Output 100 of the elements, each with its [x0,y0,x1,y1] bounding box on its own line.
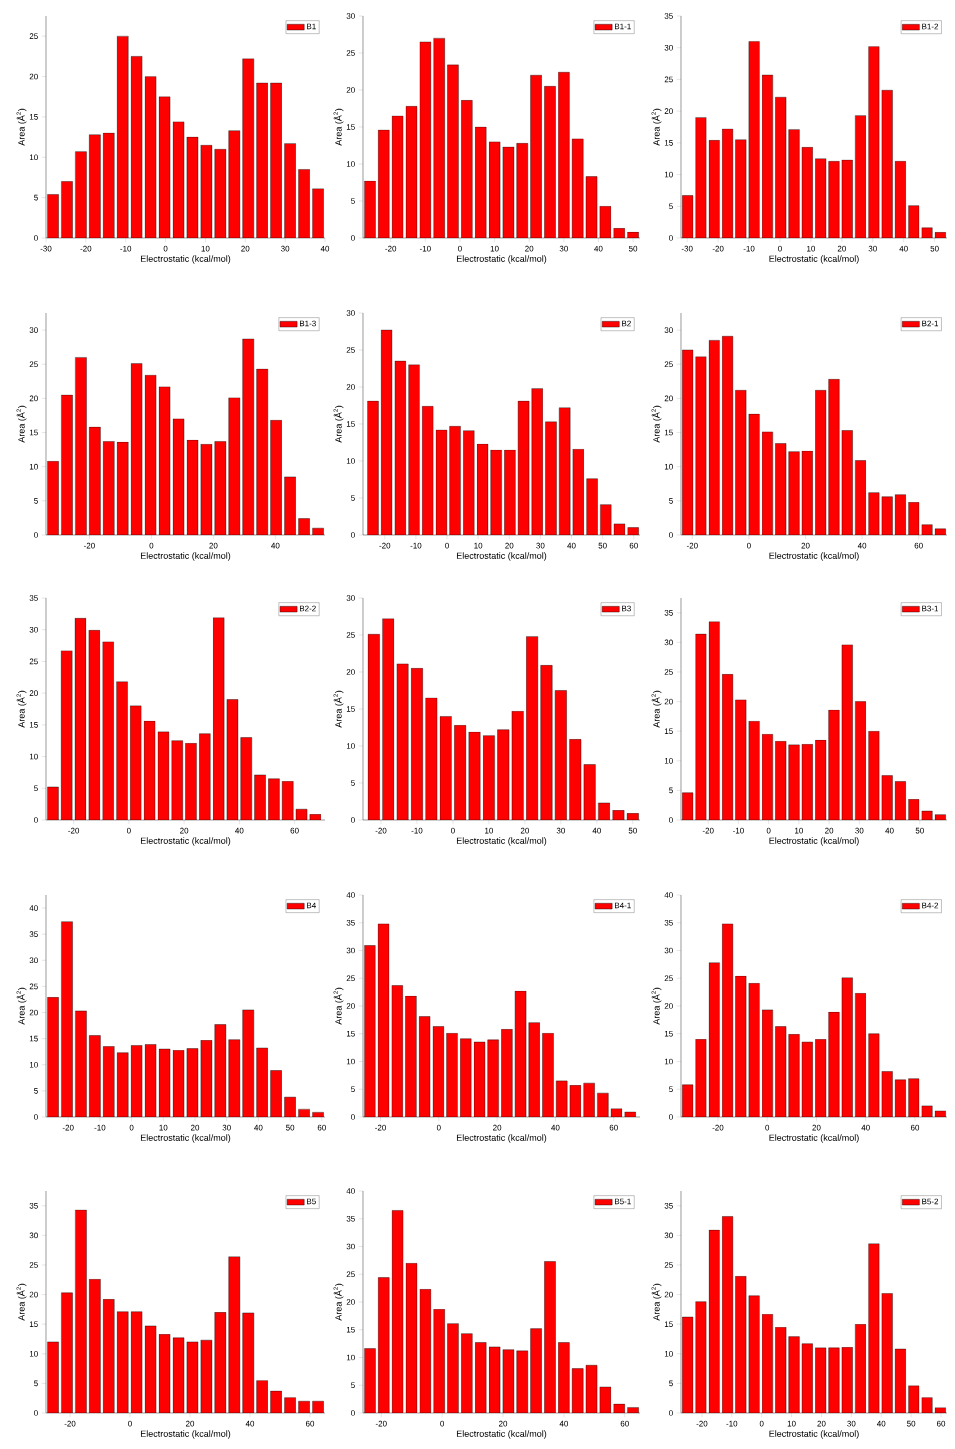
x-tick-label: 30 [855,827,864,834]
y-tick-label: 0 [351,817,355,823]
x-tick-label: 40 [254,1124,263,1131]
x-axis-title: Electrostatic (kcal/mol) [456,255,547,264]
y-tick-label: 25 [346,632,355,638]
x-tick-label: -20 [62,1124,74,1131]
y-tick-label: 10 [664,1058,673,1065]
y-tick-label: 10 [29,154,38,161]
y-tick-label: 5 [351,780,355,786]
x-tick-label: 20 [209,542,218,549]
legend-label: B1-3 [299,320,316,327]
x-tick-label: 60 [609,1124,618,1131]
y-tick-label: 40 [346,892,355,898]
y-tick-label: 15 [29,722,38,728]
y-tick-label: 15 [346,1030,355,1037]
y-tick-label: 10 [29,753,38,760]
x-tick-label: -10 [419,245,431,252]
y-tick-label: 20 [664,698,673,705]
x-tick-label: 20 [801,542,810,549]
y-tick-label: 30 [346,947,355,954]
y-tick-label: 0 [34,1114,38,1120]
y-tick-label: 15 [664,1030,673,1037]
y-tick-label: 35 [29,931,38,937]
y-tick-label: 25 [664,76,673,83]
x-tick-label: 20 [520,827,530,834]
legend-label: B2 [622,320,631,327]
x-tick-label: 40 [899,245,908,252]
y-tick-label: 30 [346,13,355,19]
x-tick-label: 20 [180,827,189,834]
x-tick-label: 20 [493,1124,502,1131]
x-tick-label: 60 [936,1420,946,1427]
x-tick-label: 40 [885,827,894,834]
x-tick-label: 0 [128,1420,132,1427]
x-tick-label: -10 [94,1124,106,1131]
x-tick-label: 20 [498,1420,508,1427]
x-axis-title: Electrostatic (kcal/mol) [456,837,547,846]
x-tick-label: 10 [807,245,816,252]
x-tick-label: 40 [857,542,867,549]
x-tick-label: 30 [222,1124,231,1131]
x-tick-label: 60 [317,1124,326,1131]
x-tick-label: 60 [910,1124,920,1131]
legend-label: B4-2 [922,902,939,909]
legend-label: B5 [307,1198,316,1205]
x-tick-label: 20 [817,1420,826,1427]
x-tick-label: 40 [861,1124,870,1131]
x-tick-label: -20 [83,542,95,549]
x-tick-label: 30 [868,245,877,252]
x-tick-label: 30 [536,542,545,549]
y-tick-label: 20 [664,395,673,402]
x-axis-title: Electrostatic (kcal/mol) [769,1134,859,1143]
x-tick-label: 10 [490,245,499,252]
x-tick-label: 40 [551,1124,560,1131]
y-tick-label: 20 [346,669,355,675]
x-axis-title: Electrostatic (kcal/mol) [140,255,231,264]
y-tick-label: 35 [664,919,673,926]
x-tick-label: 40 [567,542,576,549]
y-tick-label: 35 [664,1202,673,1209]
x-tick-label: 10 [485,827,494,834]
x-tick-label: 0 [163,245,168,252]
legend-label: B3 [622,605,631,612]
x-tick-label: 30 [559,245,568,252]
y-tick-label: 30 [664,639,673,646]
y-tick-label: 25 [29,361,38,368]
x-axis-title: Electrostatic (kcal/mol) [769,552,859,561]
legend-label: B1-1 [615,23,631,30]
x-tick-label: 50 [598,542,607,549]
x-tick-label: -20 [68,827,80,834]
y-tick-label: 0 [34,235,38,241]
y-tick-label: 0 [351,235,355,241]
y-axis-title: Area (Å$^{2}$) [333,108,344,146]
y-tick-label: 10 [346,1058,355,1065]
x-axis-title: Electrostatic (kcal/mol) [140,837,231,846]
y-tick-label: 15 [664,140,673,146]
x-tick-label: 0 [458,245,462,252]
y-tick-label: 5 [351,198,355,204]
y-tick-label: 35 [29,1202,38,1209]
x-tick-label: -30 [681,245,693,252]
x-tick-label: 20 [837,245,846,252]
x-tick-label: 20 [190,1124,200,1131]
x-tick-label: -20 [686,542,698,549]
x-tick-label: 10 [795,827,804,834]
x-tick-label: 60 [629,542,638,549]
x-tick-label: 60 [290,827,299,834]
y-tick-label: 10 [664,757,673,764]
x-tick-label: 0 [129,1124,134,1131]
y-tick-label: 15 [664,728,673,734]
x-tick-label: -20 [375,1124,386,1131]
y-tick-label: 30 [664,44,673,51]
y-tick-label: 25 [29,658,38,665]
legend-label: B3-1 [922,605,939,612]
legend-label: B5-2 [922,1198,939,1205]
x-tick-label: 50 [628,245,638,252]
y-tick-label: 0 [351,532,355,538]
x-tick-label: 30 [847,1420,856,1427]
y-tick-label: 25 [29,983,38,990]
x-tick-label: -20 [64,1420,76,1427]
y-tick-label: 20 [346,87,355,93]
x-tick-label: 50 [930,245,939,252]
y-tick-label: 30 [346,1243,355,1250]
legend-label: B4 [307,902,316,909]
